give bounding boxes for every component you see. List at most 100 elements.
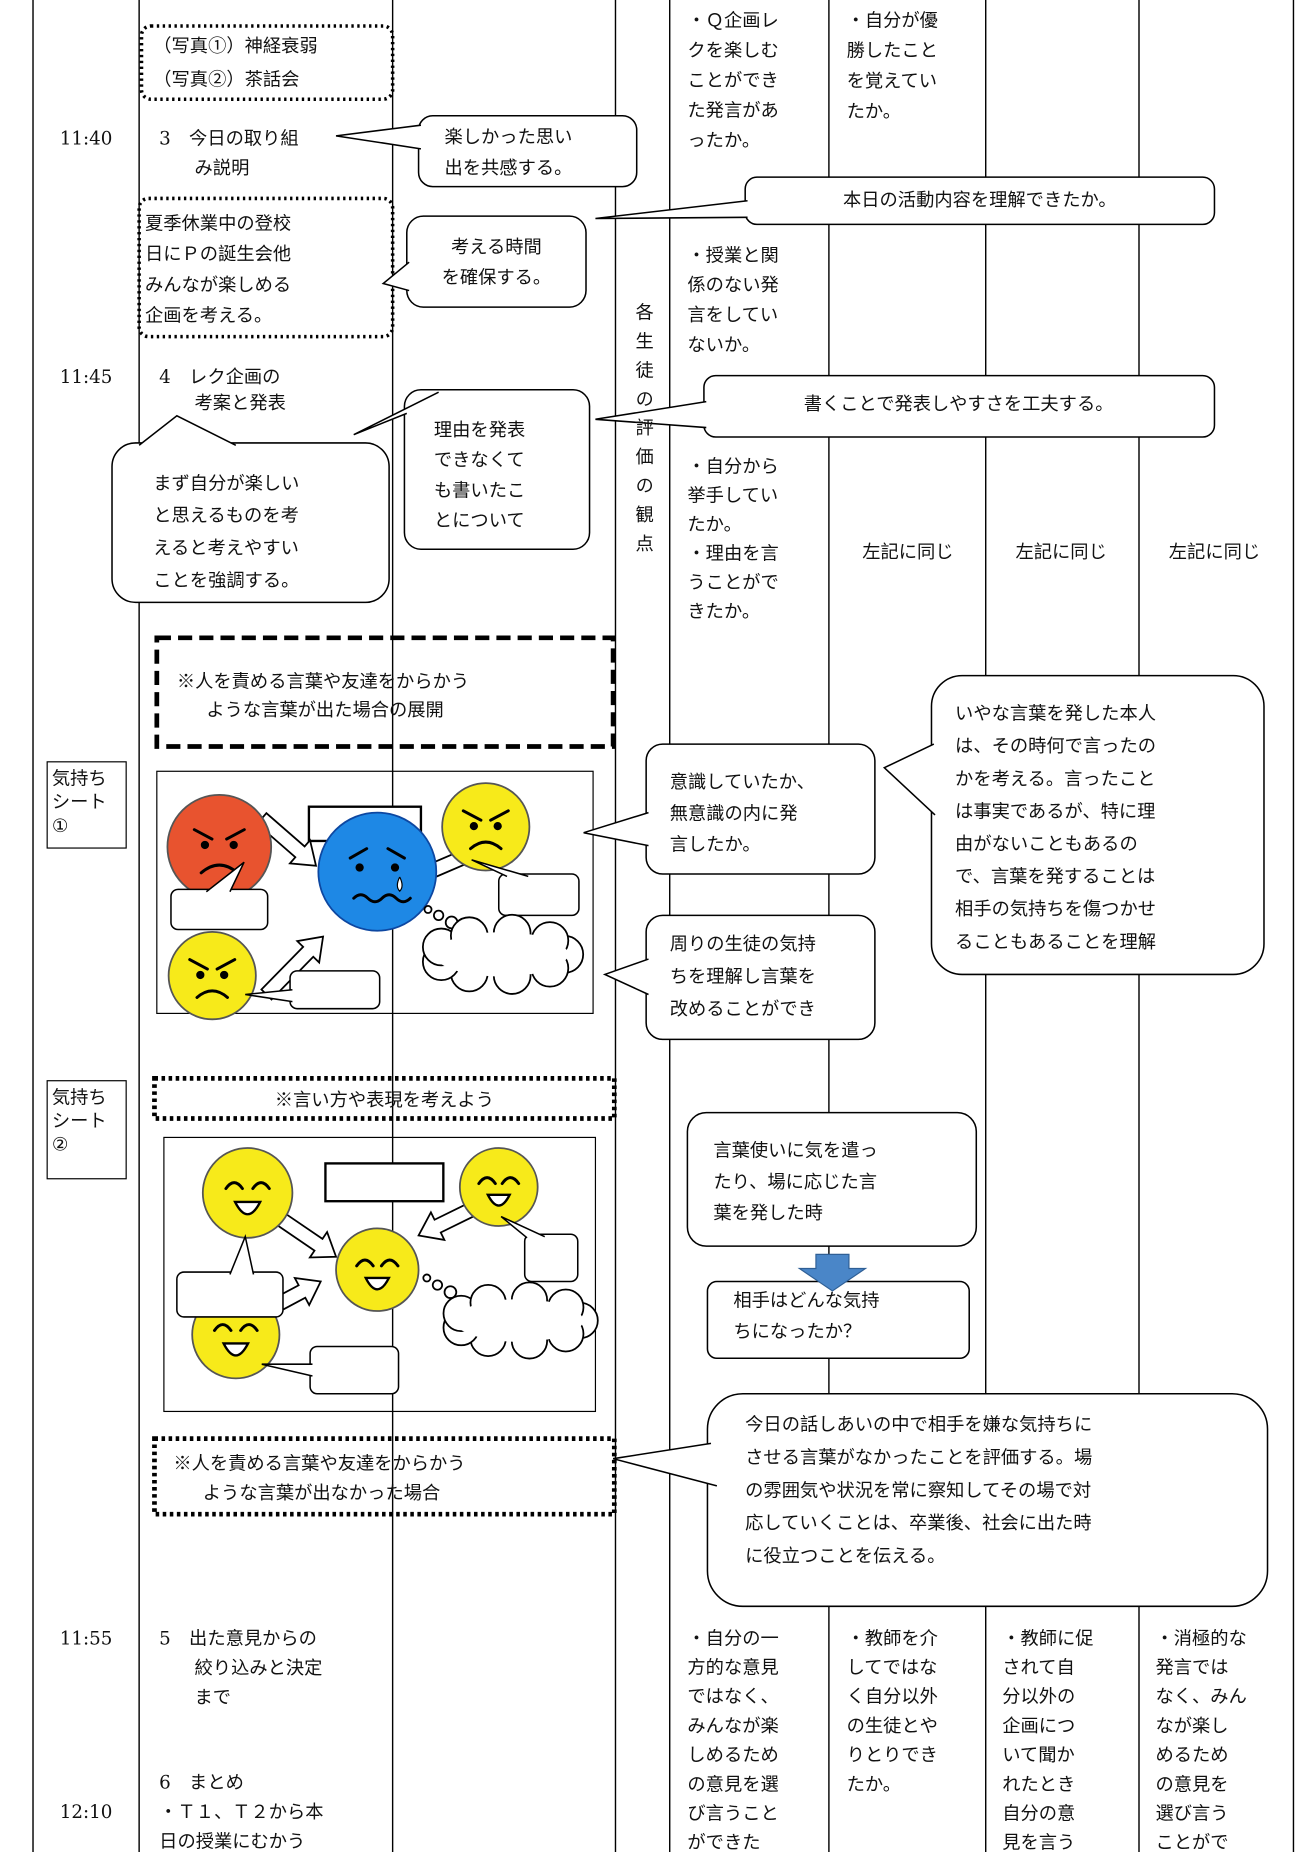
blank-card [324,1162,445,1203]
text-line: の雰囲気や状況を常に察知してその場で対 [745,1480,1091,1501]
text-line: ・自分から [687,457,778,478]
text-line: 周りの生徒の気持 [670,934,816,955]
text-line: 絞り込みと決定 [195,1658,323,1679]
callout [417,114,638,188]
callout-tail [583,811,649,847]
text-line: えると考えやすい [153,538,299,559]
text-line: も書いたこ [434,480,525,501]
text-line: 書くことで発表しやすさを工夫する。 [804,394,1114,415]
tear [396,876,403,892]
text-line: み説明 [195,158,250,179]
mouth [221,1342,250,1357]
brow [192,828,214,841]
mouth [485,1193,512,1207]
callout-tail [612,1442,718,1487]
text-line: 本日の活動内容を理解できたか。 [843,190,1117,211]
text-line: 日にＰの誕生会他 [145,244,291,265]
text-line: た発言があ [687,101,778,122]
eye [355,1258,375,1268]
callout [111,442,390,604]
text-line: ・教師に促 [1002,1628,1093,1649]
face [458,1147,539,1227]
text-line: できなくて [434,450,525,471]
text-line: ちを理解し言葉を [670,966,816,987]
hollow-arrow [417,1201,476,1242]
text-line: 日の授業にむかう [159,1832,305,1852]
text-line: うことがで [687,572,778,593]
callout [686,1111,978,1247]
text-line: を覚えてい [847,71,937,92]
evaluation-header: 各生徒の評価の観点 [633,302,654,562]
brow [461,809,483,822]
callout [176,1271,284,1318]
callout-tail-fill [383,262,410,291]
text-line: させる言葉がなかったことを評価する。場 [745,1447,1092,1468]
text-line: 言したか。 [670,835,761,856]
text-line: と思えるものを考 [153,506,299,527]
text-line: で、言葉を発することは [955,867,1155,888]
text-line: ことを強調する。 [153,571,299,592]
text-line: 無意識の内に発 [670,803,798,824]
text-line: 分以外の [1002,1687,1075,1708]
sheet-label: 気持ち [52,1087,107,1108]
text-line: 言葉使いに気を遣っ [713,1141,877,1162]
thought-dot [423,905,433,914]
eye [500,1176,521,1186]
face [441,782,531,872]
text-line: ことがで [1156,1833,1229,1852]
text-line: 選び言う [1156,1803,1229,1824]
cloud-body [454,1299,584,1342]
text-line: 5 出た意見からの [159,1628,317,1649]
callout-tail [138,414,237,446]
text-line: は事実であるが、特に理 [955,801,1155,822]
text-line: 6 まとめ [159,1772,244,1793]
text-line: たり、場に応じた言 [713,1172,877,1193]
brow [215,958,237,971]
text-line: 見を言う [1002,1833,1075,1852]
text-line: の生徒とや [847,1716,938,1737]
thought-dot [422,1273,432,1283]
callout-tail [471,859,529,878]
callout [170,888,269,931]
frame [154,635,616,749]
text-line: みんなが楽 [687,1716,778,1737]
text-line: 左記に同じ [1169,542,1260,563]
mouth [233,1200,263,1216]
text-line: されて自 [1002,1658,1075,1679]
callout-tail-fill [139,415,236,446]
callout-tail [882,743,936,816]
eye [200,840,210,850]
text-line: に役立つことを伝える。 [745,1546,945,1567]
text-line: 4 レク企画の [159,367,280,388]
callout-tail-fill [604,959,649,995]
callout-tail-fill [245,989,293,1002]
text-line: まず自分が楽しい [153,473,299,494]
text-line: クを楽しむ [687,40,778,61]
text-line: れたとき [1002,1774,1075,1795]
text-line: ※人を責める言葉や友達をからかう [177,672,469,693]
mouth [195,989,229,999]
callout-tail [245,989,293,1003]
callout-tail-fill [583,812,649,846]
text-line: 夏季休業中の登校 [145,213,291,234]
callout-tail [595,200,748,220]
text-line: 応していくことは、卒業後、社会に出た時 [745,1513,1091,1534]
eye [390,863,400,872]
sheet-label: シート [52,792,107,813]
text-line: は、その時何で言ったの [955,736,1156,757]
callout [930,674,1265,976]
text-line: ような言葉が出た場合の展開 [206,700,443,721]
brow [386,847,406,860]
text-line: いて聞か [1002,1745,1075,1766]
text-line: ったか。 [687,131,760,152]
callout [523,1233,579,1283]
frame [139,24,395,101]
text-line: ちになったか？ [733,1321,861,1342]
time: 11:55 [60,1628,113,1649]
text-line: 改めることができ [670,999,816,1020]
brow [489,809,510,822]
text-line: 言をしてい [687,305,778,326]
brow [225,828,246,841]
text-line: 相手の気持ちを傷つかせ [955,899,1156,920]
